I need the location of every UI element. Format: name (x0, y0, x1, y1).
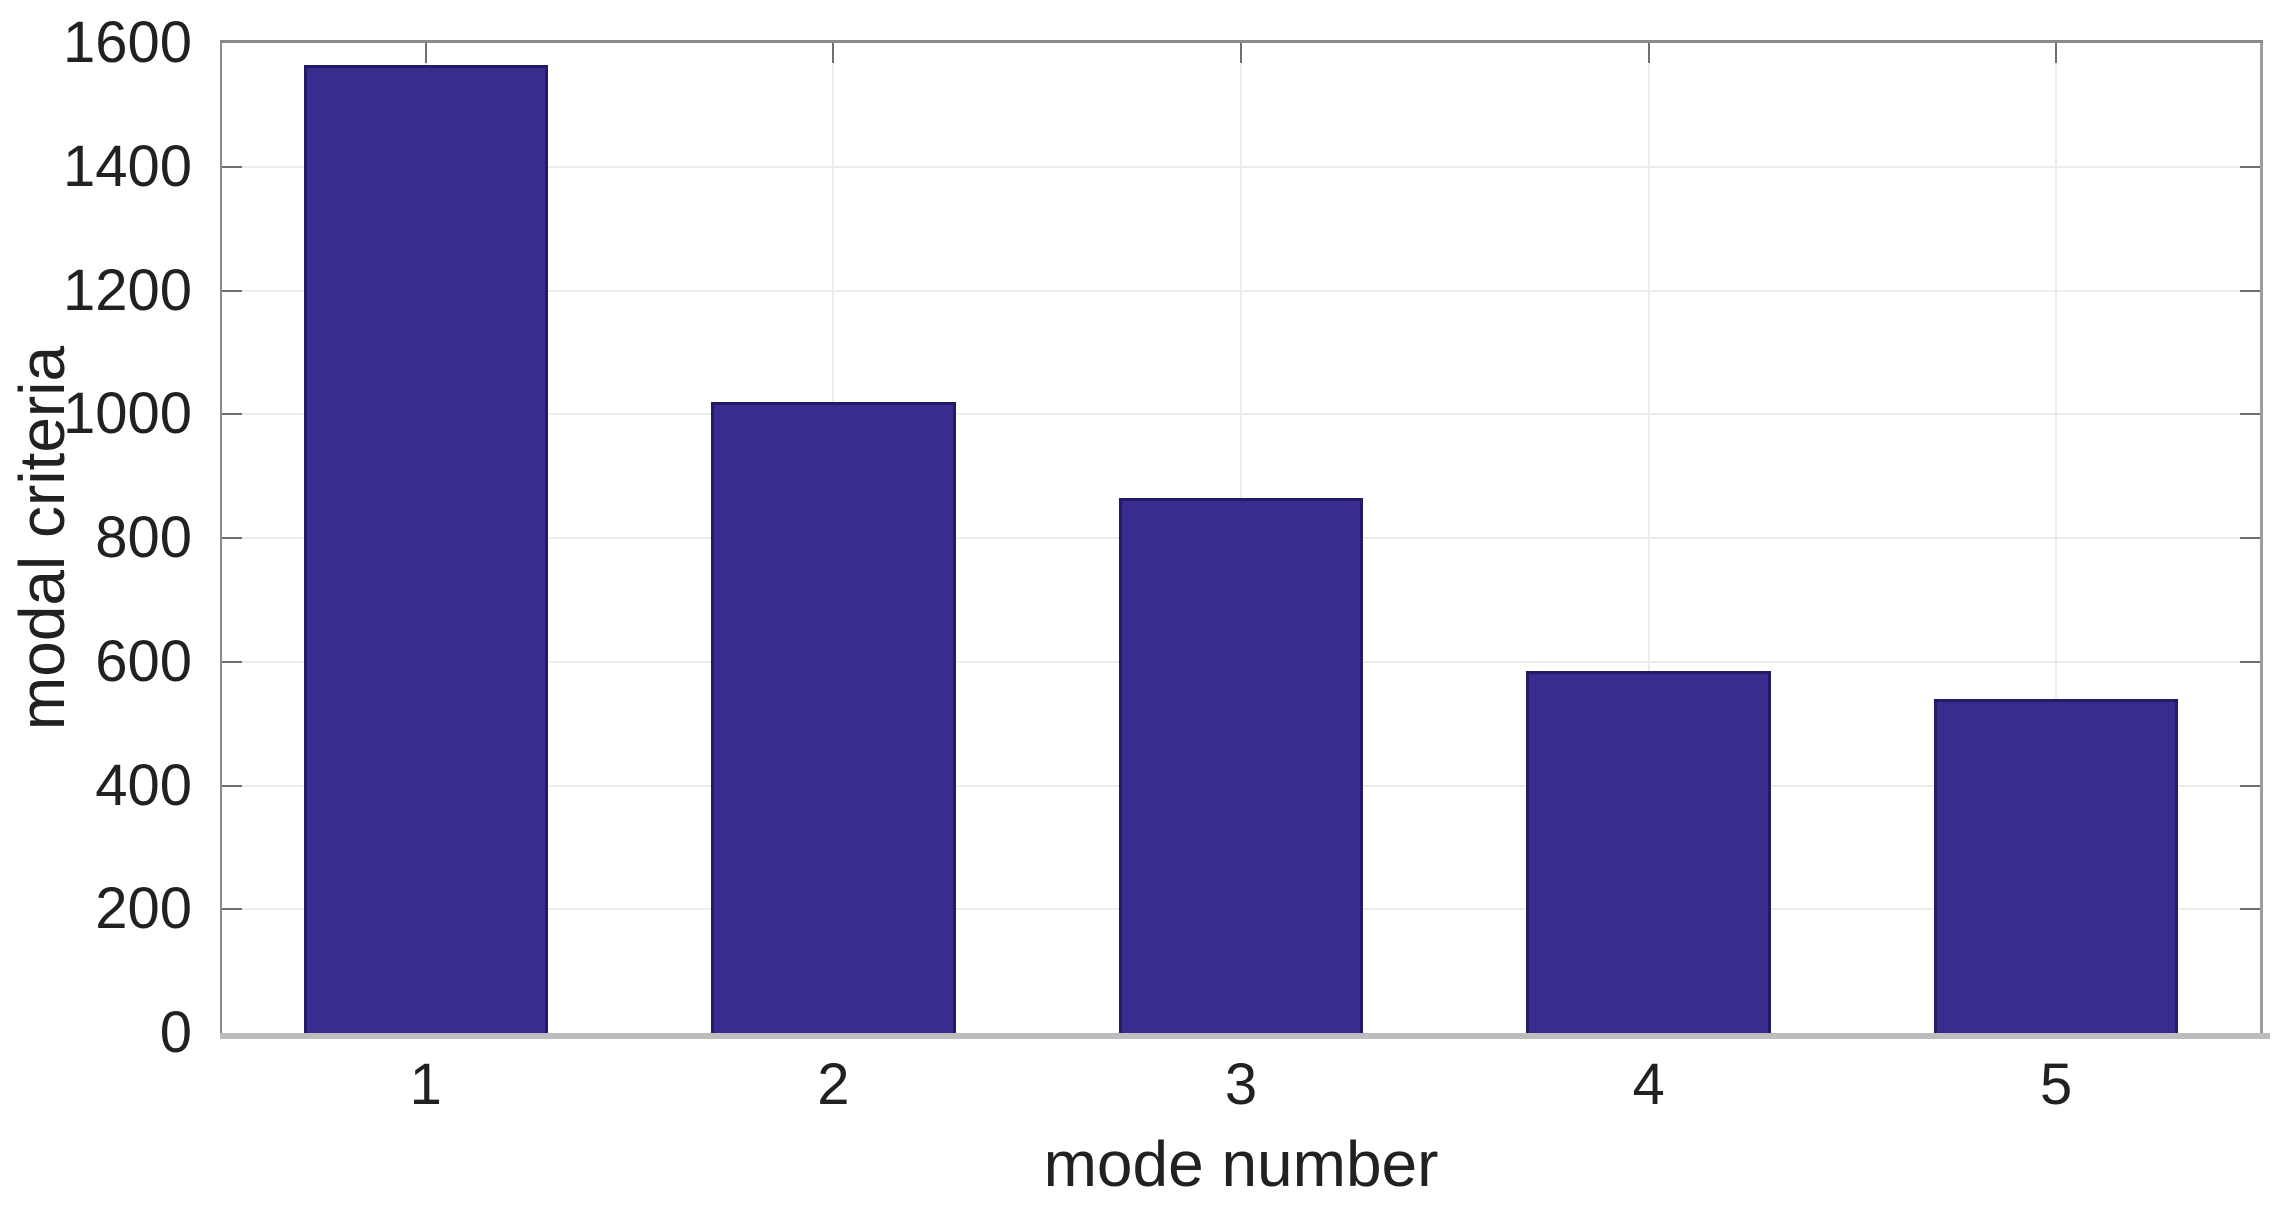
y-axis-label: modal criteria (6, 345, 78, 731)
y-tick-mark (222, 413, 242, 416)
y-tick-mark (222, 289, 242, 292)
x-tick-mark-top (832, 43, 835, 63)
y-tick-label: 200 (95, 876, 192, 942)
x-tick-label: 3 (1224, 1052, 1258, 1117)
y-tick-mark-right (2240, 165, 2260, 168)
y-tick-label: 400 (95, 752, 192, 818)
y-axis-line (220, 43, 222, 1033)
y-tick-mark-right (2240, 537, 2260, 539)
y-tick-mark-right (2240, 660, 2260, 663)
top-axis-line (220, 40, 2263, 43)
x-axis-label: mode number (1043, 1128, 1439, 1200)
y-tick-label: 0 (159, 1000, 192, 1065)
bar (303, 64, 549, 1033)
x-tick-label: 5 (2040, 1052, 2073, 1117)
bar (711, 401, 956, 1033)
x-tick-label: 4 (1632, 1052, 1665, 1117)
x-tick-mark-top (1647, 43, 1650, 63)
y-tick-label: 1400 (62, 133, 192, 199)
y-tick-mark (222, 537, 242, 539)
v-gridline (2055, 43, 2058, 1033)
right-axis-line (2260, 43, 2263, 1033)
y-tick-mark (222, 660, 242, 663)
plot-area (222, 43, 2260, 1033)
x-tick-mark-top (424, 43, 427, 63)
y-tick-label: 800 (95, 505, 192, 570)
bar (1118, 497, 1364, 1033)
x-tick-label: 2 (817, 1052, 850, 1117)
y-tick-label: 1200 (62, 257, 192, 323)
x-tick-mark-top (2055, 43, 2058, 63)
y-tick-mark-right (2240, 784, 2260, 787)
y-tick-mark (222, 784, 242, 787)
y-tick-label: 600 (95, 628, 192, 694)
y-tick-mark-right (2240, 908, 2260, 911)
bar (1526, 671, 1771, 1033)
x-tick-label: 1 (409, 1052, 442, 1117)
x-axis-line (220, 1033, 2270, 1039)
bar (1933, 698, 2179, 1033)
y-tick-label: 1000 (62, 381, 192, 447)
y-tick-mark-right (2240, 413, 2260, 416)
y-tick-mark (222, 908, 242, 911)
y-tick-label: 1600 (62, 10, 192, 75)
y-tick-mark-right (2240, 289, 2260, 292)
v-gridline (1647, 43, 1650, 1033)
x-tick-mark-top (1240, 43, 1242, 63)
y-tick-mark (222, 165, 242, 168)
